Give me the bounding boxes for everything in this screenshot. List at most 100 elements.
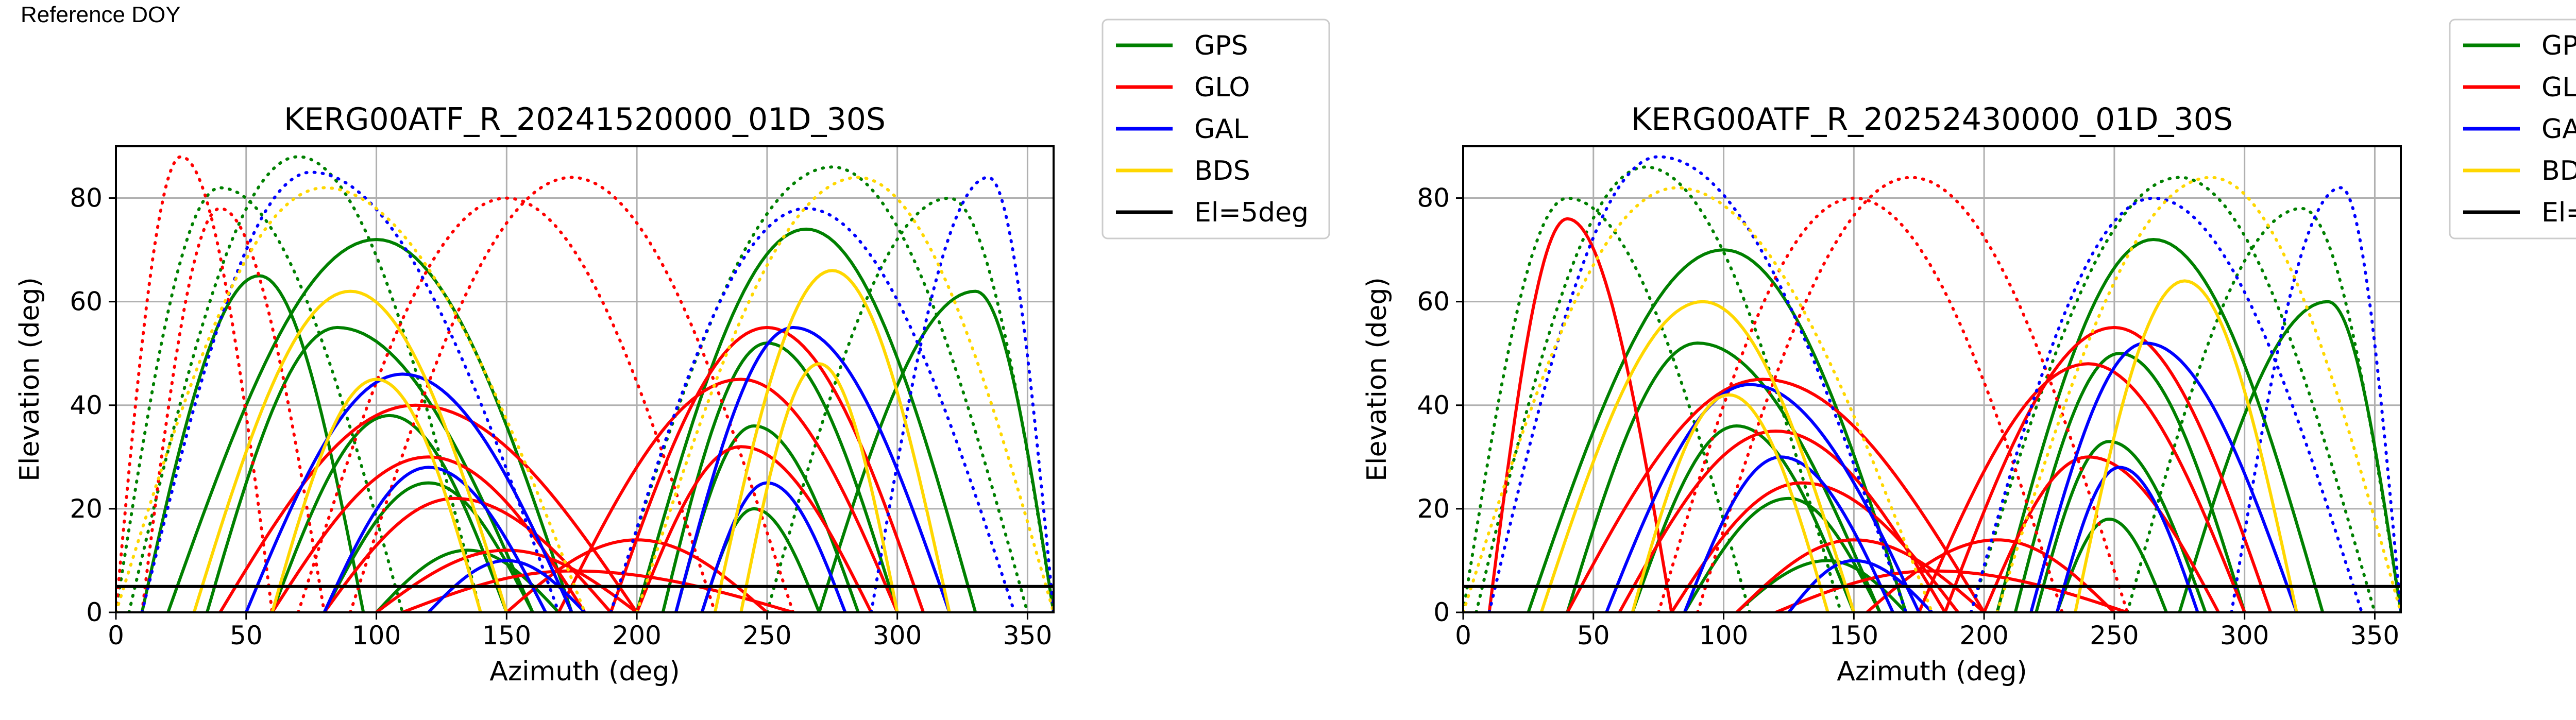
series-gps-arc [140,274,365,612]
x-tick-label: 0 [1455,621,1471,650]
series-gps-arc [1683,496,1882,612]
x-axis-label: Azimuth (deg) [489,656,680,687]
series-gps-arc [116,186,404,612]
series-bds-arc [116,186,586,612]
series-bds-arc [1539,300,1856,612]
series-glo-arc [1735,538,1986,612]
series-gal-arc [244,372,573,612]
legend-entry-el: El=5deg [2541,197,2576,228]
y-tick-label: 80 [70,183,103,213]
series-bds-arc [739,362,899,612]
series-gps-arc [2035,440,2207,612]
series-glo-arc [296,196,717,612]
series-gal-arc [1487,155,1908,612]
y-axis-label: Elevation (deg) [14,277,45,482]
series-gps-arc [1463,196,1752,612]
legend: GPS GLO GAL BDS El=5deg [2449,19,2576,239]
series-gal-arc [1969,196,2364,612]
x-tick-label: 100 [1699,621,1748,650]
series-glo-arc [1618,430,1947,612]
series-gps-arc [609,165,1029,612]
y-tick-label: 40 [1417,390,1450,420]
series-bds-arc [2074,279,2298,612]
series-glo-arc [1865,538,2116,612]
series-bds-arc [1463,186,1934,612]
series-gps-arc [270,414,509,612]
plot-area [1463,155,2401,612]
series-glo-arc [1657,196,2064,612]
x-tick-label: 200 [612,621,661,650]
x-tick-label: 250 [2090,621,2139,650]
series-glo-arc [1982,455,2221,612]
series-glo-arc [609,325,925,612]
legend-entry-glo: GLO [1194,72,1250,103]
series-gps-arc [2178,300,2401,612]
legend-entry-el: El=5deg [1194,197,1309,228]
chart-1: 0 50 100 150 200 250 300 350 0 20 40 60 80 KERG00ATF_… [14,19,1330,687]
x-tick-label: 350 [1003,621,1052,650]
x-tick-label: 300 [873,621,922,650]
x-tick-label: 150 [482,621,531,650]
plot-frame [115,145,1055,613]
legend: GPS GLO GAL BDS El=5deg [1101,19,1330,239]
series-bds-arc [192,289,509,612]
series-glo-arc [1487,217,1673,612]
series-gps-arc [166,237,573,612]
x-tick-label: 150 [1829,621,1878,650]
series-gps-arc [635,227,977,612]
y-tick-label: 0 [86,597,103,627]
series-glo-arc [635,445,873,612]
series-glo-arc [375,548,639,612]
series-glo-arc [218,403,639,612]
series-gal-arc [609,207,1016,612]
series-bds-arc [635,176,1054,612]
y-tick-label: 0 [1433,597,1450,627]
series-gal-arc [870,176,1054,612]
chart-2: 0 50 100 150 200 250 300 350 0 20 40 60 80 KERG00ATF_… [1362,19,2576,687]
x-tick-label: 100 [352,621,401,650]
series-gps-arc [1995,237,2325,612]
series-glo-arc [1566,378,1986,612]
y-axis-label: Elevation (deg) [1362,277,1393,482]
y-tick-label: 20 [70,494,103,524]
chart-title: KERG00ATF_R_20252430000_01D_30S [1631,101,2233,138]
x-tick-label: 350 [2350,621,2399,650]
series-glo-arc [349,176,795,612]
series-gal-arc [2029,341,2298,612]
x-tick-label: 0 [108,621,124,650]
x-tick-label: 200 [1959,621,2008,650]
series-gps-arc [1527,248,1908,612]
series-gps-arc [127,155,482,612]
y-tick-label: 60 [70,287,103,317]
series-gps-arc [1969,176,2377,612]
series-bds-arc [1631,393,1829,612]
series-glo-arc [140,207,326,612]
legend-entry-gal: GAL [1194,114,1248,145]
series-gps-arc [2126,207,2401,612]
legend-entry-gps: GPS [1194,30,1248,61]
series-gal-arc [323,466,548,612]
y-tick-label: 60 [1417,287,1450,317]
series-gal-arc [2230,186,2401,612]
legend-entry-bds: BDS [2541,156,2576,186]
legend-entry-gal: GAL [2541,114,2576,145]
y-tick-label: 40 [70,390,103,420]
series-glo-arc [116,155,274,612]
series-glo-arc [1943,325,2273,612]
series-bds-arc [270,378,482,612]
legend-box [1101,19,1330,239]
series-gps-arc [1475,165,1843,612]
series-gps-arc [1631,424,1856,612]
series-glo-arc [557,378,899,612]
x-tick-label: 300 [2220,621,2269,650]
series-gps-arc [765,196,1054,612]
series-glo-arc [1917,362,2246,612]
series-gal-arc [1683,455,1895,612]
y-tick-label: 20 [1417,494,1450,524]
series-gal-arc [1605,383,1921,612]
series-glo-arc [401,569,795,612]
series-bds-arc [713,269,951,612]
plot-frame [1462,145,2402,613]
legend-entry-gps: GPS [2541,30,2576,61]
